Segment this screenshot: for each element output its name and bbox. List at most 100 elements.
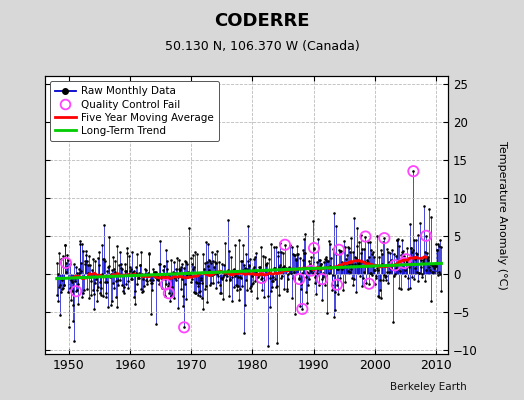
Point	[307, 268, 315, 274]
Point	[202, 299, 211, 305]
Point	[178, 275, 186, 282]
Point	[179, 265, 188, 271]
Point	[119, 288, 127, 294]
Point	[407, 245, 415, 252]
Point	[177, 285, 185, 292]
Point	[367, 247, 375, 254]
Point	[201, 259, 209, 266]
Point	[215, 281, 224, 288]
Point	[302, 288, 311, 295]
Point	[341, 244, 349, 250]
Point	[101, 279, 109, 285]
Point	[89, 256, 97, 263]
Point	[62, 260, 70, 266]
Point	[414, 232, 422, 238]
Point	[376, 276, 385, 283]
Point	[235, 297, 243, 303]
Point	[123, 250, 131, 256]
Point	[97, 292, 105, 298]
Point	[214, 279, 223, 286]
Point	[112, 278, 121, 284]
Point	[172, 277, 181, 284]
Point	[188, 260, 196, 267]
Point	[307, 254, 315, 260]
Point	[107, 302, 115, 308]
Point	[60, 282, 69, 288]
Point	[389, 251, 398, 257]
Point	[160, 262, 168, 269]
Point	[361, 233, 369, 240]
Point	[165, 290, 173, 296]
Point	[331, 307, 339, 313]
Point	[258, 287, 266, 294]
Point	[110, 284, 118, 291]
Point	[385, 259, 393, 265]
Point	[130, 301, 139, 307]
Point	[233, 282, 241, 289]
Point	[344, 260, 353, 267]
Point	[188, 276, 196, 282]
Point	[192, 279, 200, 286]
Point	[186, 272, 194, 278]
Point	[240, 262, 248, 268]
Point	[213, 271, 222, 278]
Point	[98, 271, 106, 278]
Point	[387, 264, 396, 271]
Point	[157, 274, 166, 281]
Point	[136, 261, 144, 268]
Point	[269, 278, 278, 284]
Point	[380, 263, 389, 269]
Point	[280, 286, 288, 292]
Point	[168, 284, 176, 290]
Point	[369, 248, 377, 255]
Point	[399, 248, 407, 254]
Point	[406, 285, 414, 291]
Point	[311, 273, 319, 280]
Point	[309, 218, 317, 224]
Point	[205, 258, 214, 264]
Point	[90, 306, 99, 313]
Point	[244, 257, 252, 264]
Point	[274, 248, 282, 255]
Point	[248, 281, 256, 288]
Point	[335, 275, 344, 281]
Point	[431, 261, 439, 268]
Point	[78, 240, 86, 247]
Point	[355, 239, 363, 245]
Point	[300, 250, 309, 256]
Point	[238, 267, 247, 274]
Point	[295, 276, 303, 282]
Point	[115, 262, 124, 268]
Point	[209, 258, 217, 264]
Point	[105, 274, 114, 280]
Point	[401, 257, 410, 264]
Point	[66, 261, 74, 268]
Point	[80, 286, 88, 293]
Point	[225, 292, 234, 299]
Point	[433, 247, 441, 253]
Point	[403, 274, 412, 281]
Point	[216, 290, 224, 296]
Point	[167, 256, 175, 263]
Point	[430, 265, 438, 271]
Point	[296, 303, 304, 309]
Point	[104, 264, 112, 270]
Point	[356, 273, 365, 279]
Point	[420, 249, 429, 256]
Point	[204, 267, 213, 273]
Point	[141, 277, 150, 283]
Point	[386, 264, 395, 271]
Point	[379, 239, 387, 246]
Point	[309, 246, 318, 252]
Point	[155, 261, 163, 267]
Point	[77, 260, 85, 266]
Point	[150, 272, 158, 278]
Point	[397, 252, 405, 259]
Point	[92, 286, 101, 293]
Point	[153, 273, 161, 280]
Point	[139, 276, 147, 282]
Point	[159, 262, 168, 269]
Text: 50.130 N, 106.370 W (Canada): 50.130 N, 106.370 W (Canada)	[165, 40, 359, 53]
Point	[360, 269, 368, 275]
Point	[178, 303, 187, 310]
